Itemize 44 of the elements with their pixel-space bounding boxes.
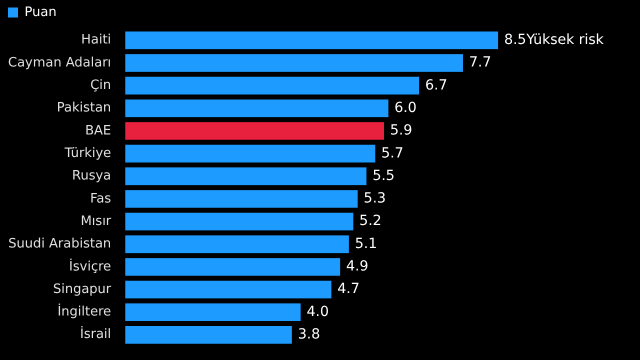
bar — [125, 122, 384, 140]
data-label: 5.2 — [359, 213, 382, 230]
bar — [125, 99, 388, 118]
legend-label: Puan — [24, 4, 57, 20]
bar — [125, 54, 463, 72]
bar — [125, 235, 349, 254]
bar — [125, 326, 292, 344]
y-tick-label: Singapur — [52, 282, 112, 297]
data-label: 5.5 — [372, 168, 395, 184]
bar — [125, 212, 354, 230]
data-label: 4.7 — [337, 281, 360, 298]
data-label: 4.0 — [306, 304, 329, 320]
y-tick-label: İsviçre — [69, 258, 112, 274]
data-label: 8.5 — [504, 32, 526, 48]
y-tick-label: Pakistan — [56, 100, 112, 116]
data-label: 6.7 — [425, 77, 448, 94]
y-tick-label: Çin — [90, 78, 112, 94]
y-tick-label: Türkiye — [64, 146, 112, 161]
data-label: 6.0 — [394, 100, 417, 116]
bar — [125, 258, 340, 276]
y-tick-label: Mısır — [80, 214, 112, 229]
bar — [125, 280, 332, 298]
bar — [125, 303, 301, 322]
bar — [125, 31, 498, 50]
bar — [125, 144, 376, 162]
data-label: 5.7 — [381, 145, 404, 162]
data-label: 3.8 — [298, 326, 320, 343]
y-tick-label: Rusya — [72, 168, 112, 184]
annotation: Yüksek risk — [525, 32, 605, 48]
y-tick-label: İngiltere — [57, 304, 112, 320]
data-label: 7.7 — [468, 54, 492, 71]
data-label: 5.9 — [390, 122, 412, 139]
y-tick-label: İsrail — [80, 326, 112, 342]
bar — [125, 167, 366, 186]
y-tick-label: Haiti — [81, 32, 112, 48]
bar — [125, 190, 358, 208]
data-label: 5.1 — [354, 236, 378, 252]
data-label: 5.3 — [364, 190, 386, 207]
y-tick-label: Fas — [90, 191, 112, 206]
y-tick-label: BAE — [85, 123, 112, 138]
y-tick-label: Cayman Adaları — [8, 55, 112, 70]
bar — [125, 76, 420, 94]
y-tick-label: Suudi Arabistan — [8, 236, 112, 252]
data-label: 4.9 — [346, 258, 368, 275]
